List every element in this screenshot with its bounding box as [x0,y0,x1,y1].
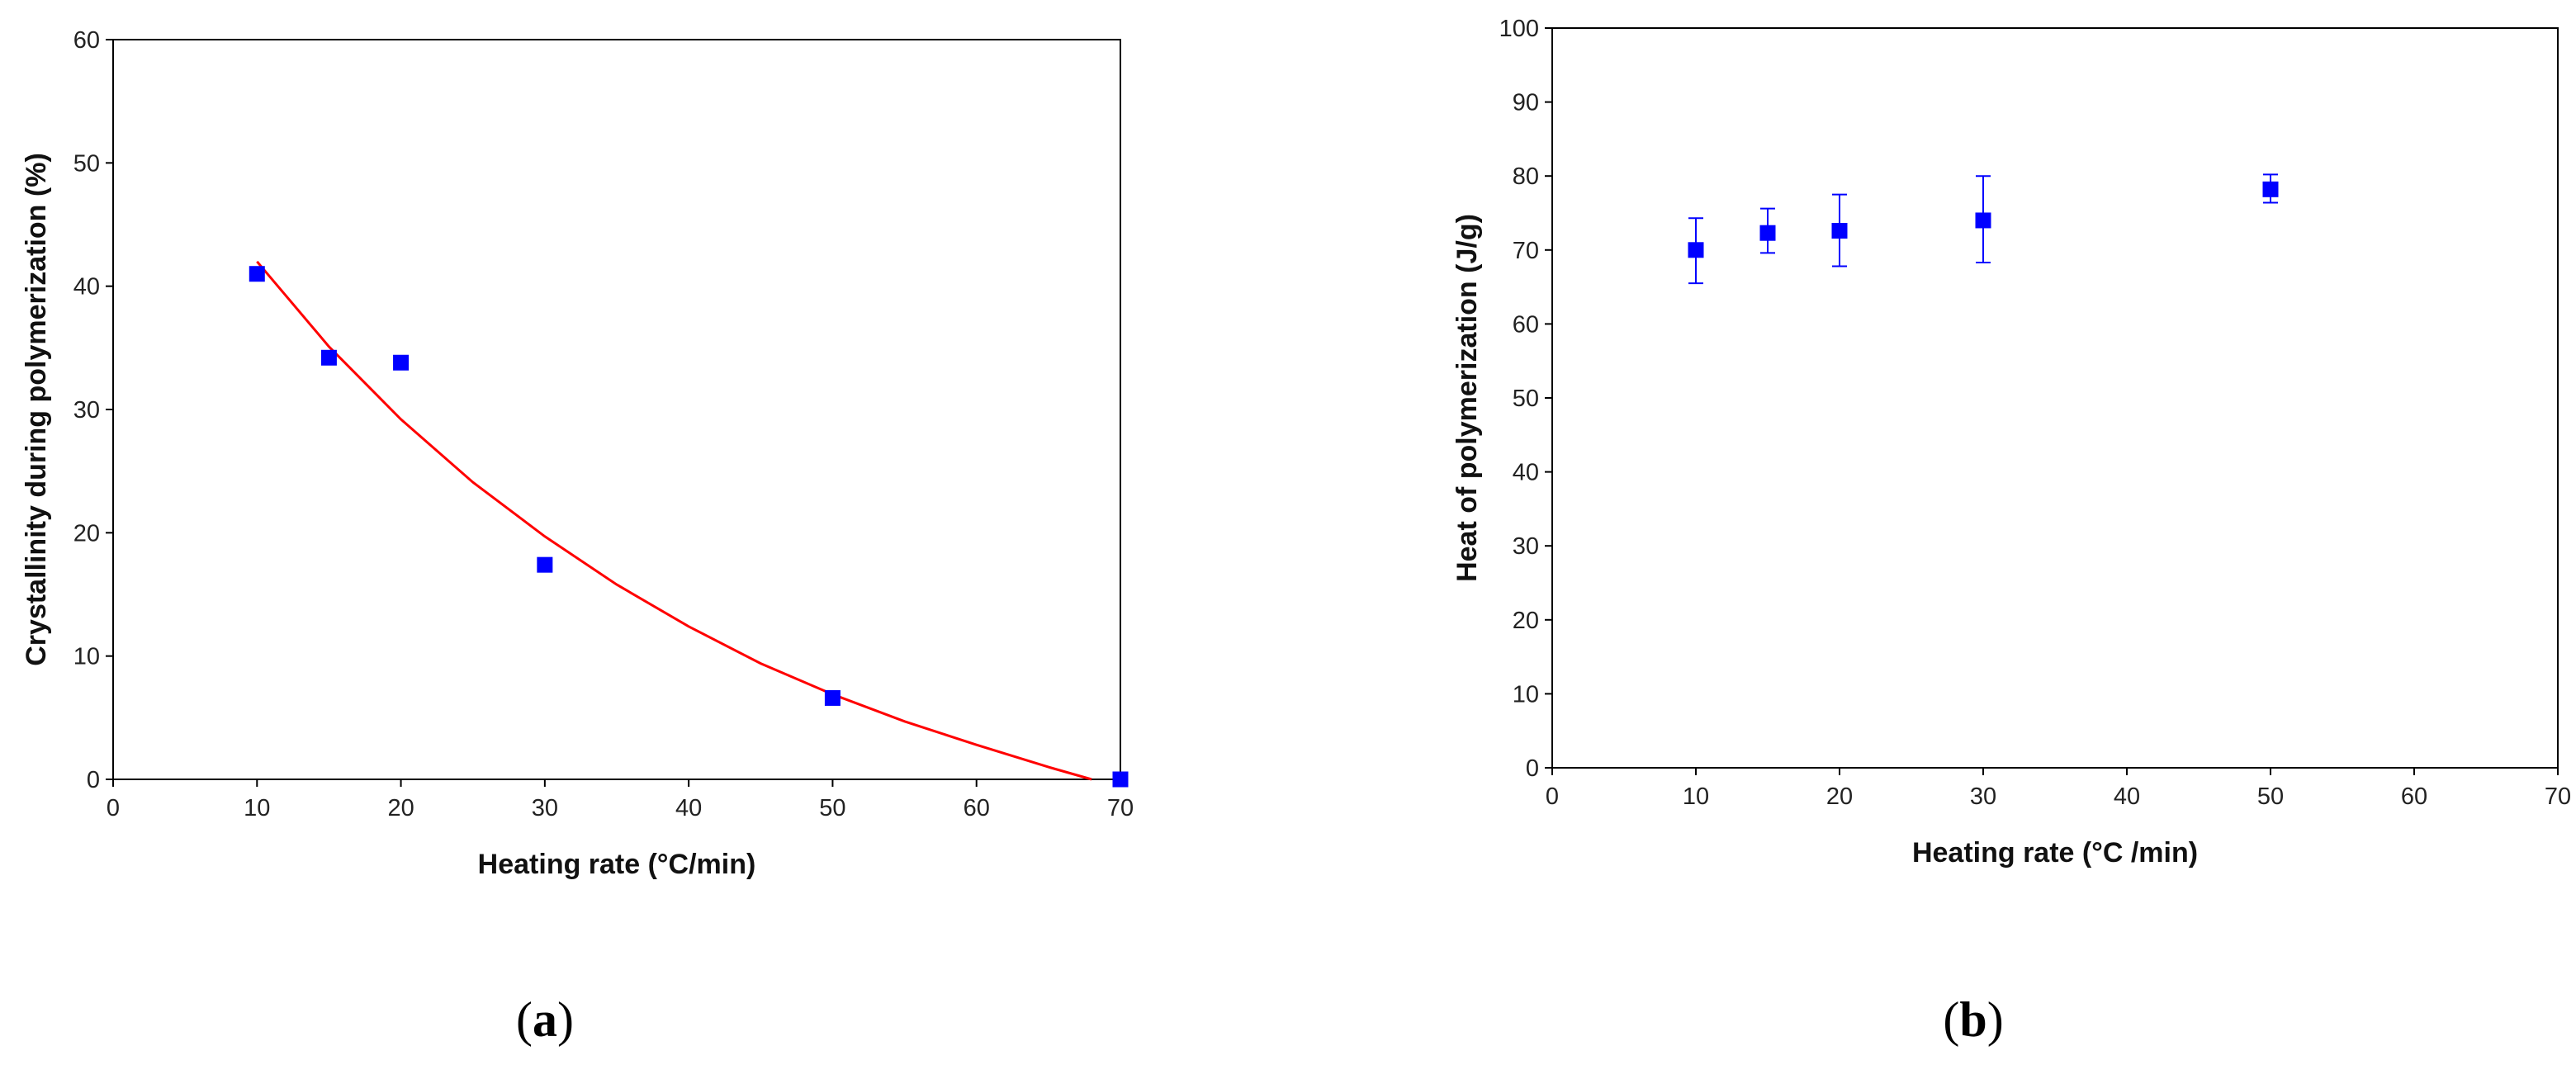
b-y-tick-label: 40 [1513,460,1539,486]
b-x-tick-label: 30 [1970,783,1996,810]
b-y-tick-label: 70 [1513,238,1539,264]
b-data-point [1831,223,1848,239]
chart-a-panel-letter: a [533,992,557,1047]
chart-a-y-ticks: 0 10 20 30 40 50 60 [73,27,113,793]
chart-a: 0 10 20 30 40 50 60 70 0 10 20 30 40 50 60 Heating ra… [21,27,1134,1047]
chart-b-panel-letter: b [1959,992,1986,1047]
chart-b-y-ticks: 0 10 20 30 40 50 60 70 80 90 100 [1499,16,1552,782]
b-data-point [1975,212,1991,229]
chart-b-x-ticks: 0 10 20 30 40 50 60 70 [1546,768,2571,810]
a-x-tick-label: 20 [387,795,414,821]
chart-a-panel-label: (a) [516,992,574,1047]
b-y-tick-label: 10 [1513,681,1539,708]
chart-a-x-ticks: 0 10 20 30 40 50 60 70 [107,779,1134,821]
b-y-tick-label: 0 [1526,755,1539,782]
a-x-tick-label: 0 [107,795,120,821]
chart-a-y-label: Crystallinity during polymerization (%) [21,153,52,666]
a-x-tick-label: 50 [819,795,845,821]
b-y-tick-label: 20 [1513,608,1539,634]
a-x-tick-label: 30 [532,795,558,821]
b-y-tick-label: 100 [1499,16,1539,42]
a-y-tick-label: 10 [73,644,100,670]
b-data-point [1688,242,1704,258]
chart-b-plot-frame [1551,27,2559,769]
b-y-tick-label: 60 [1513,311,1539,338]
chart-b-points [1688,173,2279,285]
b-x-tick-label: 10 [1683,783,1709,810]
b-x-tick-label: 0 [1546,783,1559,810]
a-data-point [320,349,337,366]
b-y-tick-label: 50 [1513,386,1539,412]
chart-b: 0 10 20 30 40 50 60 70 0 10 20 30 40 50 60 70 80 90 100 H… [1451,16,2571,1047]
a-y-tick-label: 60 [73,27,100,54]
b-x-tick-label: 50 [2257,783,2284,810]
chart-a-plot-frame [112,39,1121,780]
b-x-tick-label: 40 [2114,783,2140,810]
a-x-tick-label: 10 [244,795,270,821]
a-y-tick-label: 20 [73,520,100,547]
chart-a-points [249,266,1129,788]
a-x-tick-label: 40 [675,795,702,821]
a-x-tick-label: 70 [1107,795,1134,821]
a-data-point [824,689,841,706]
a-data-point [1112,771,1129,788]
chart-a-fit-line [256,260,1092,781]
b-y-tick-label: 90 [1513,90,1539,116]
chart-a-x-label: Heating rate (°C/min) [478,849,756,880]
b-x-tick-label: 70 [2545,783,2571,810]
chart-b-panel-label: (b) [1943,992,2003,1047]
a-x-tick-label: 60 [964,795,990,821]
b-y-tick-label: 80 [1513,163,1539,190]
a-y-tick-label: 40 [73,274,100,301]
a-data-point [537,556,553,573]
a-y-tick-label: 50 [73,150,100,177]
chart-b-y-label: Heat of polymerization (J/g) [1451,214,1483,582]
chart-b-x-label: Heating rate (°C /min) [1912,837,2198,869]
b-x-tick-label: 20 [1826,783,1853,810]
a-y-tick-label: 30 [73,397,100,424]
a-data-point [249,266,265,282]
a-y-tick-label: 0 [87,767,100,793]
b-data-point [1759,225,1776,241]
b-data-point [2262,181,2279,197]
b-y-tick-label: 30 [1513,533,1539,560]
a-data-point [393,354,410,371]
b-x-tick-label: 60 [2401,783,2427,810]
